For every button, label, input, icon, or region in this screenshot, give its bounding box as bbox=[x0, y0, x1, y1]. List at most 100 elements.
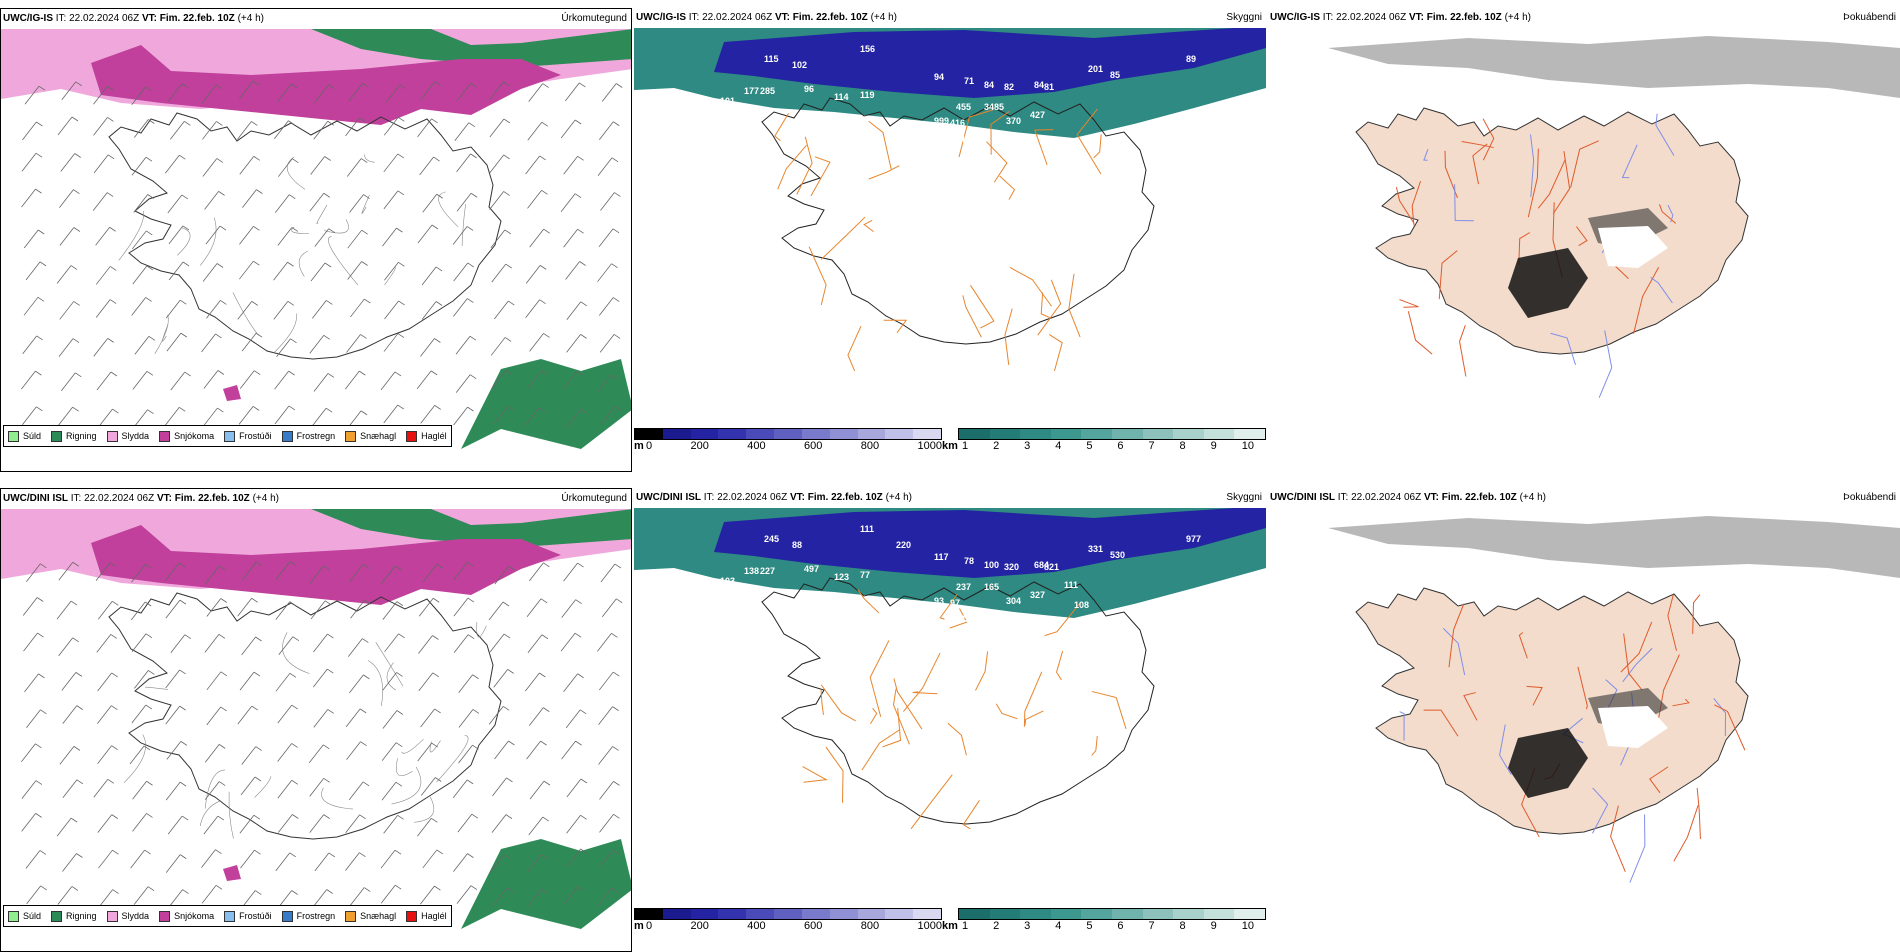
model-name: UWC/DINI ISL bbox=[636, 492, 701, 503]
tick-label: 0 bbox=[646, 440, 653, 452]
cloud-value-label: 59 bbox=[1100, 630, 1110, 640]
legend-swatch bbox=[106, 430, 118, 442]
cloud-value-label: 78 bbox=[964, 556, 974, 566]
legend-swatch bbox=[281, 430, 293, 442]
legend-item: Haglél bbox=[406, 430, 447, 442]
cloud-value-label: 94 bbox=[934, 72, 944, 82]
clouds-panel: UWC/DINI ISL IT: 22.02.2024 06Z VT: Fim.… bbox=[634, 488, 1266, 952]
legend-item: Frostregn bbox=[281, 910, 335, 922]
cloud-value-label: 455 bbox=[956, 102, 971, 112]
cloud-value-label: 108 bbox=[1074, 600, 1089, 610]
it-label: IT: bbox=[703, 492, 715, 503]
lead-time: (+4 h) bbox=[237, 13, 264, 24]
lead-time: (+4 h) bbox=[1504, 12, 1531, 23]
vt-value: Fim. 22.feb. 10Z bbox=[174, 493, 250, 504]
legend-item: Frostúði bbox=[224, 910, 272, 922]
cloud-value-label: 416 bbox=[950, 118, 965, 128]
tick-label: 8 bbox=[1179, 920, 1186, 932]
tick-label: 9 bbox=[1210, 440, 1217, 452]
legend-item: Rigning bbox=[51, 430, 97, 442]
cloud-value-label: 530 bbox=[1110, 550, 1125, 560]
tick-label: 6 bbox=[1117, 440, 1124, 452]
tick-label: 800 bbox=[860, 440, 880, 452]
legend-label: Snjókoma bbox=[174, 911, 215, 921]
cloud-value-label: 370 bbox=[1006, 116, 1021, 126]
legend-swatch bbox=[224, 430, 236, 442]
model-name: UWC/IG-IS bbox=[1270, 12, 1320, 23]
cloud-value-label: 3485 bbox=[984, 102, 1004, 112]
legend-swatch bbox=[51, 910, 63, 922]
legend-label: Snæhagl bbox=[360, 431, 397, 441]
fog-map bbox=[1268, 508, 1900, 948]
legend-item: Haglél bbox=[406, 910, 447, 922]
tick-label: 10 bbox=[1241, 440, 1254, 452]
cloud-value-label: 101 bbox=[720, 96, 735, 106]
cloud-value-label: 285 bbox=[760, 86, 775, 96]
cloud-value-label: 327 bbox=[1030, 590, 1045, 600]
cloud-value-label: 114 bbox=[834, 92, 849, 102]
tick-label: 200 bbox=[690, 920, 709, 932]
tick-label: 600 bbox=[804, 920, 823, 932]
fog-panel-label: Þokuábendi bbox=[1843, 492, 1896, 503]
cloud-value-label: 821 bbox=[1044, 562, 1059, 572]
tick-label: 7 bbox=[1148, 440, 1155, 452]
cloud-value-label: 331 bbox=[1088, 544, 1103, 554]
vt-value: Fim. 22.feb. 10Z bbox=[1426, 12, 1502, 23]
legend-item: Slydda bbox=[106, 910, 150, 922]
vt-label: VT: bbox=[789, 492, 805, 503]
cloud-value-label: 278 bbox=[820, 120, 835, 130]
tick-label: 1000 bbox=[917, 440, 942, 452]
precip-legend: Súld Rigning Slydda Snjókoma Frostúði Frostre… bbox=[3, 905, 452, 927]
cloud-value-label: 534 bbox=[996, 132, 1011, 142]
legend-label: Frostregn bbox=[296, 431, 336, 441]
tick-label: 400 bbox=[747, 440, 766, 452]
legend-swatch bbox=[159, 430, 171, 442]
cloud-value-label: 165 bbox=[984, 582, 999, 592]
it-label: IT: bbox=[70, 493, 82, 504]
panel-title: UWC/DINI ISL IT: 22.02.2024 06Z VT: Fim.… bbox=[1270, 492, 1546, 503]
vt-label: VT: bbox=[1423, 492, 1439, 503]
it-value: 22.02.2024 06Z bbox=[1351, 492, 1422, 503]
colorbar-km-ticks: 1 2 3 4 5 6 7 8 9 10 bbox=[962, 440, 1254, 452]
legend-swatch bbox=[345, 430, 357, 442]
colorbar-km bbox=[958, 428, 1266, 440]
tick-label: 600 bbox=[804, 440, 823, 452]
fog-panel: UWC/IG-IS IT: 22.02.2024 06Z VT: Fim. 22… bbox=[1268, 8, 1900, 472]
it-label: IT: bbox=[688, 12, 700, 23]
legend-swatch bbox=[106, 910, 118, 922]
cloud-value-label: 117 bbox=[934, 552, 949, 562]
cloud-value-label: 220 bbox=[896, 540, 911, 550]
it-label: IT: bbox=[1322, 12, 1334, 23]
legend-swatch bbox=[224, 910, 236, 922]
vt-label: VT: bbox=[774, 12, 790, 23]
cloud-value-label: 100 bbox=[984, 560, 999, 570]
cloud-value-label: 82 bbox=[1004, 82, 1014, 92]
cloud-value-label: 84 bbox=[984, 80, 994, 90]
precip-type-panel: UWC/IG-IS IT: 22.02.2024 06Z VT: Fim. 22… bbox=[0, 8, 632, 472]
legend-label: Slydda bbox=[121, 911, 150, 921]
precip-legend: Súld Rigning Slydda Snjókoma Frostúði Frostre… bbox=[3, 425, 452, 447]
it-value: 22.02.2024 06Z bbox=[84, 493, 155, 504]
cloud-value-label: 138 bbox=[744, 566, 759, 576]
cloud-value-label: 103 bbox=[720, 576, 735, 586]
cloud-value-label: 977 bbox=[1186, 534, 1201, 544]
tick-label: 200 bbox=[690, 440, 709, 452]
legend-label: Snjókoma bbox=[174, 431, 215, 441]
cloud-value-label: 227 bbox=[760, 566, 775, 576]
legend-label: Frostúði bbox=[239, 911, 272, 921]
lead-time: (+4 h) bbox=[885, 492, 912, 503]
cloud-value-label: 156 bbox=[860, 44, 875, 54]
vt-label: VT: bbox=[1408, 12, 1424, 23]
legend-swatch bbox=[8, 430, 19, 442]
tick-label: 7 bbox=[1148, 920, 1155, 932]
lead-time: (+4 h) bbox=[252, 493, 279, 504]
it-value: 22.02.2024 06Z bbox=[702, 12, 773, 23]
cloud-value-label: 71 bbox=[964, 76, 974, 86]
tick-label: 800 bbox=[860, 920, 880, 932]
tick-label: 2 bbox=[993, 920, 1000, 932]
precip-map bbox=[1, 29, 631, 469]
fog-panel: UWC/DINI ISL IT: 22.02.2024 06Z VT: Fim.… bbox=[1268, 488, 1900, 952]
legend-swatch bbox=[345, 910, 357, 922]
vt-value: Fim. 22.feb. 10Z bbox=[1441, 492, 1517, 503]
tick-label: 3 bbox=[1024, 440, 1031, 452]
